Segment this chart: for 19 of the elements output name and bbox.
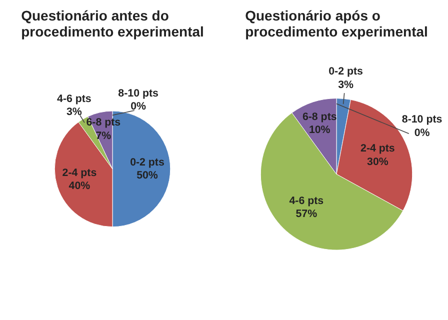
data-label: 57%	[296, 208, 318, 220]
slice-label: 4-6 pts	[57, 93, 92, 106]
slice-label: 0-2 pts	[130, 156, 164, 168]
data-label: 40%	[68, 180, 91, 192]
data-label: 10%	[308, 124, 331, 136]
text: 0%	[130, 100, 146, 112]
data-label: 30%	[367, 156, 389, 168]
chart-title: Questionário antes do procedimento experimental	[21, 8, 204, 40]
slice-label: 2-4 pts	[62, 166, 97, 179]
data-label: 3%	[66, 106, 82, 118]
category-label: 8-10 pts	[402, 114, 442, 126]
chart-title: Questionário após o procedimento experimental	[245, 8, 428, 40]
slice-label: 2-4 pts	[360, 142, 395, 155]
slice-label: 0-2 pts	[328, 66, 364, 78]
text: 0%	[414, 126, 430, 139]
data-label: 50%	[136, 170, 158, 182]
category-label: 8-10 pts	[118, 87, 158, 100]
data-label: 3%	[338, 78, 354, 91]
slice-label: 4-6 pts	[289, 194, 324, 207]
